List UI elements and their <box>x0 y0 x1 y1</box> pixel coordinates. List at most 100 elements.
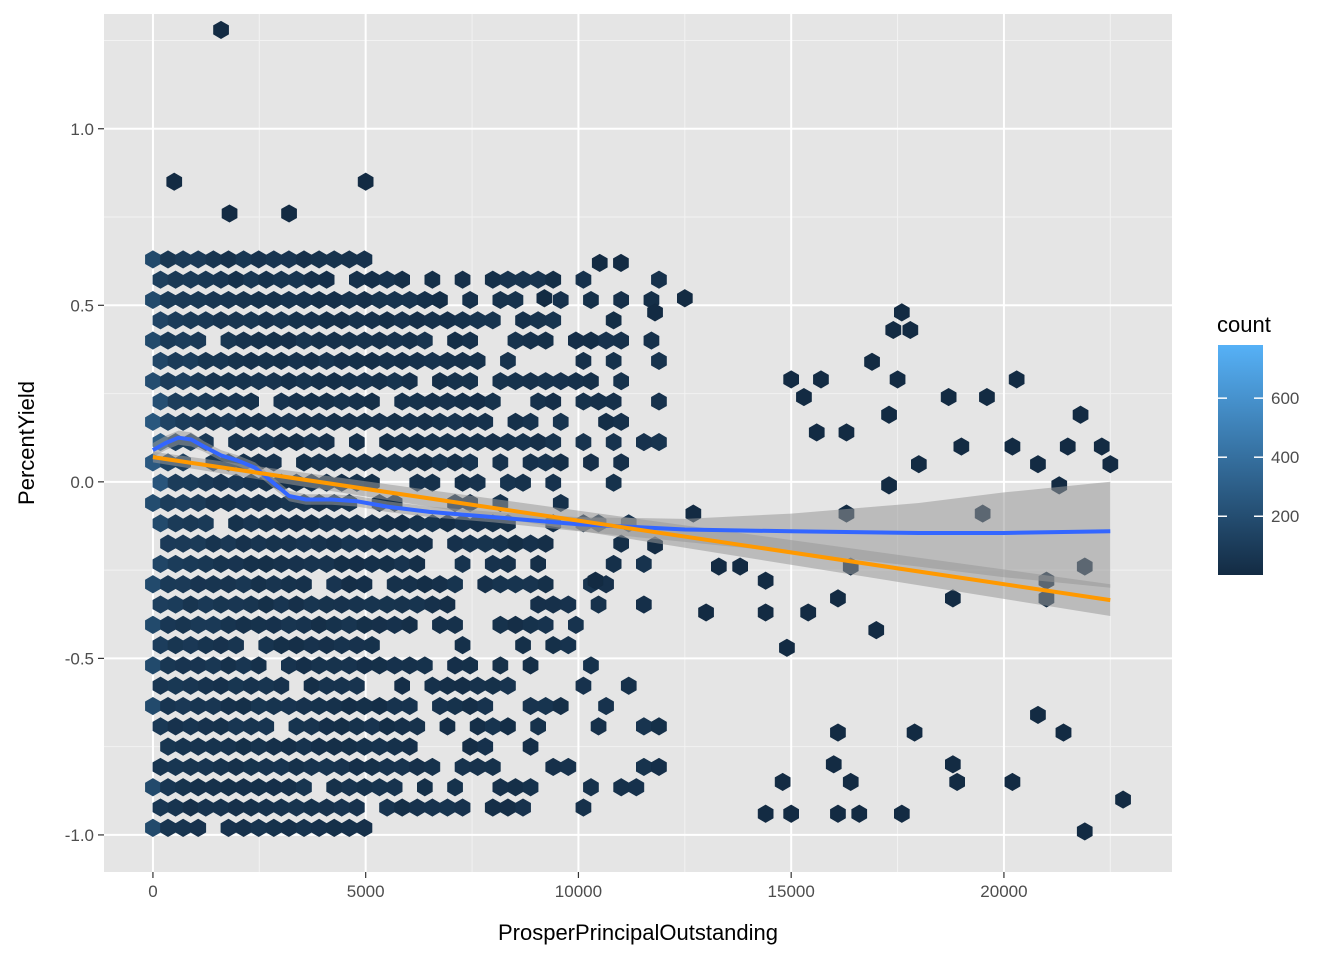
hex-bin <box>401 615 418 634</box>
hex-bin <box>906 723 923 742</box>
hex-bin <box>492 453 509 472</box>
hex-bin <box>356 575 373 594</box>
hex-bin <box>417 534 433 553</box>
hex-bin <box>1004 437 1021 456</box>
x-tick-label: 10000 <box>555 882 602 901</box>
hex-bin <box>613 253 629 272</box>
hex-bin <box>881 405 897 424</box>
hex-bin <box>447 575 463 594</box>
hex-bin <box>515 636 531 655</box>
hex-bin <box>1004 772 1021 792</box>
hex-bin <box>386 778 403 797</box>
hex-bin <box>536 289 553 308</box>
hex-bin <box>469 351 486 370</box>
hex-bin <box>783 370 799 389</box>
hex-bin <box>774 772 791 792</box>
hex-bin <box>636 595 652 614</box>
hex-bin <box>825 755 842 774</box>
hex-bin <box>613 331 629 350</box>
hex-bin <box>477 696 494 716</box>
hex-bin <box>894 804 910 823</box>
hex-bin <box>522 737 539 756</box>
hex-bin <box>1102 455 1119 474</box>
legend-colorbar <box>1218 345 1263 575</box>
hex-bin <box>349 798 365 817</box>
hex-bin <box>757 571 774 590</box>
hex-bin <box>537 575 554 594</box>
hex-bin <box>651 433 667 452</box>
hex-bin <box>484 757 501 777</box>
hex-bin <box>945 755 961 774</box>
hex-bin <box>439 595 456 614</box>
hex-bin <box>1055 723 1072 742</box>
hex-bin <box>221 204 238 223</box>
y-tick-label: 1.0 <box>70 120 94 139</box>
hex-bin <box>620 676 637 695</box>
hex-bin <box>949 772 965 792</box>
hex-bin <box>454 554 471 574</box>
hex-bin <box>605 473 622 492</box>
hex-bin <box>590 717 607 736</box>
hex-bin <box>530 554 546 574</box>
legend: count 200 400 600 <box>1217 312 1299 575</box>
hex-bin <box>545 433 562 452</box>
hex-bin <box>462 372 478 391</box>
y-axis-title: PercentYield <box>14 381 39 505</box>
hex-bin <box>605 392 622 411</box>
hex-bin <box>394 676 410 695</box>
hex-bin <box>190 818 207 837</box>
hex-bin <box>477 737 494 756</box>
hex-bin <box>605 351 622 370</box>
hex-bin <box>575 676 592 695</box>
loess-smooth-line <box>151 435 1111 535</box>
hex-bin <box>902 320 919 340</box>
hex-bin <box>813 370 829 389</box>
hex-bin <box>1076 822 1093 841</box>
hex-bin <box>401 696 418 716</box>
x-tick-label: 5000 <box>347 882 385 901</box>
hex-bin <box>469 473 486 492</box>
hex-bin <box>258 717 275 736</box>
hex-bin <box>842 772 859 792</box>
hex-bin <box>462 331 478 350</box>
hex-bin <box>1093 437 1110 456</box>
loess-smooth-band <box>152 430 1111 588</box>
hex-bin <box>356 818 373 837</box>
hex-bin <box>800 603 817 622</box>
hex-bin <box>894 303 910 322</box>
hex-bin <box>590 595 607 614</box>
hex-bin <box>213 20 229 39</box>
hex-bin <box>552 696 569 716</box>
hex-bin <box>243 392 259 411</box>
hex-bin <box>651 717 667 736</box>
hex-bin <box>522 412 539 431</box>
hex-bin <box>447 778 463 797</box>
linear-fit-line <box>152 455 1111 603</box>
y-tick-label: -1.0 <box>65 826 94 845</box>
hex-bin <box>757 603 774 622</box>
hex-bin <box>677 289 693 308</box>
hex-bin <box>575 351 592 370</box>
hex-bin <box>166 172 183 191</box>
hex-bin <box>296 778 312 797</box>
hex-bin <box>432 290 448 310</box>
hex-bin <box>545 270 562 289</box>
hex-bin <box>530 717 546 736</box>
hex-bin <box>477 412 494 431</box>
hex-bin <box>830 804 846 823</box>
hex-bin <box>417 331 433 350</box>
hex-bin <box>651 270 667 289</box>
hex-bin <box>698 603 714 622</box>
hex-bin <box>838 423 855 442</box>
hex-bin <box>484 392 501 411</box>
hex-bin <box>552 290 569 310</box>
hex-bin <box>1030 455 1046 474</box>
hex-bin <box>711 557 727 576</box>
hex-bin <box>583 778 599 797</box>
hex-bin <box>732 557 748 576</box>
fit-lines <box>151 435 1111 603</box>
hex-bin <box>628 778 645 797</box>
hex-bin <box>575 270 592 289</box>
hex-bin <box>349 676 365 695</box>
